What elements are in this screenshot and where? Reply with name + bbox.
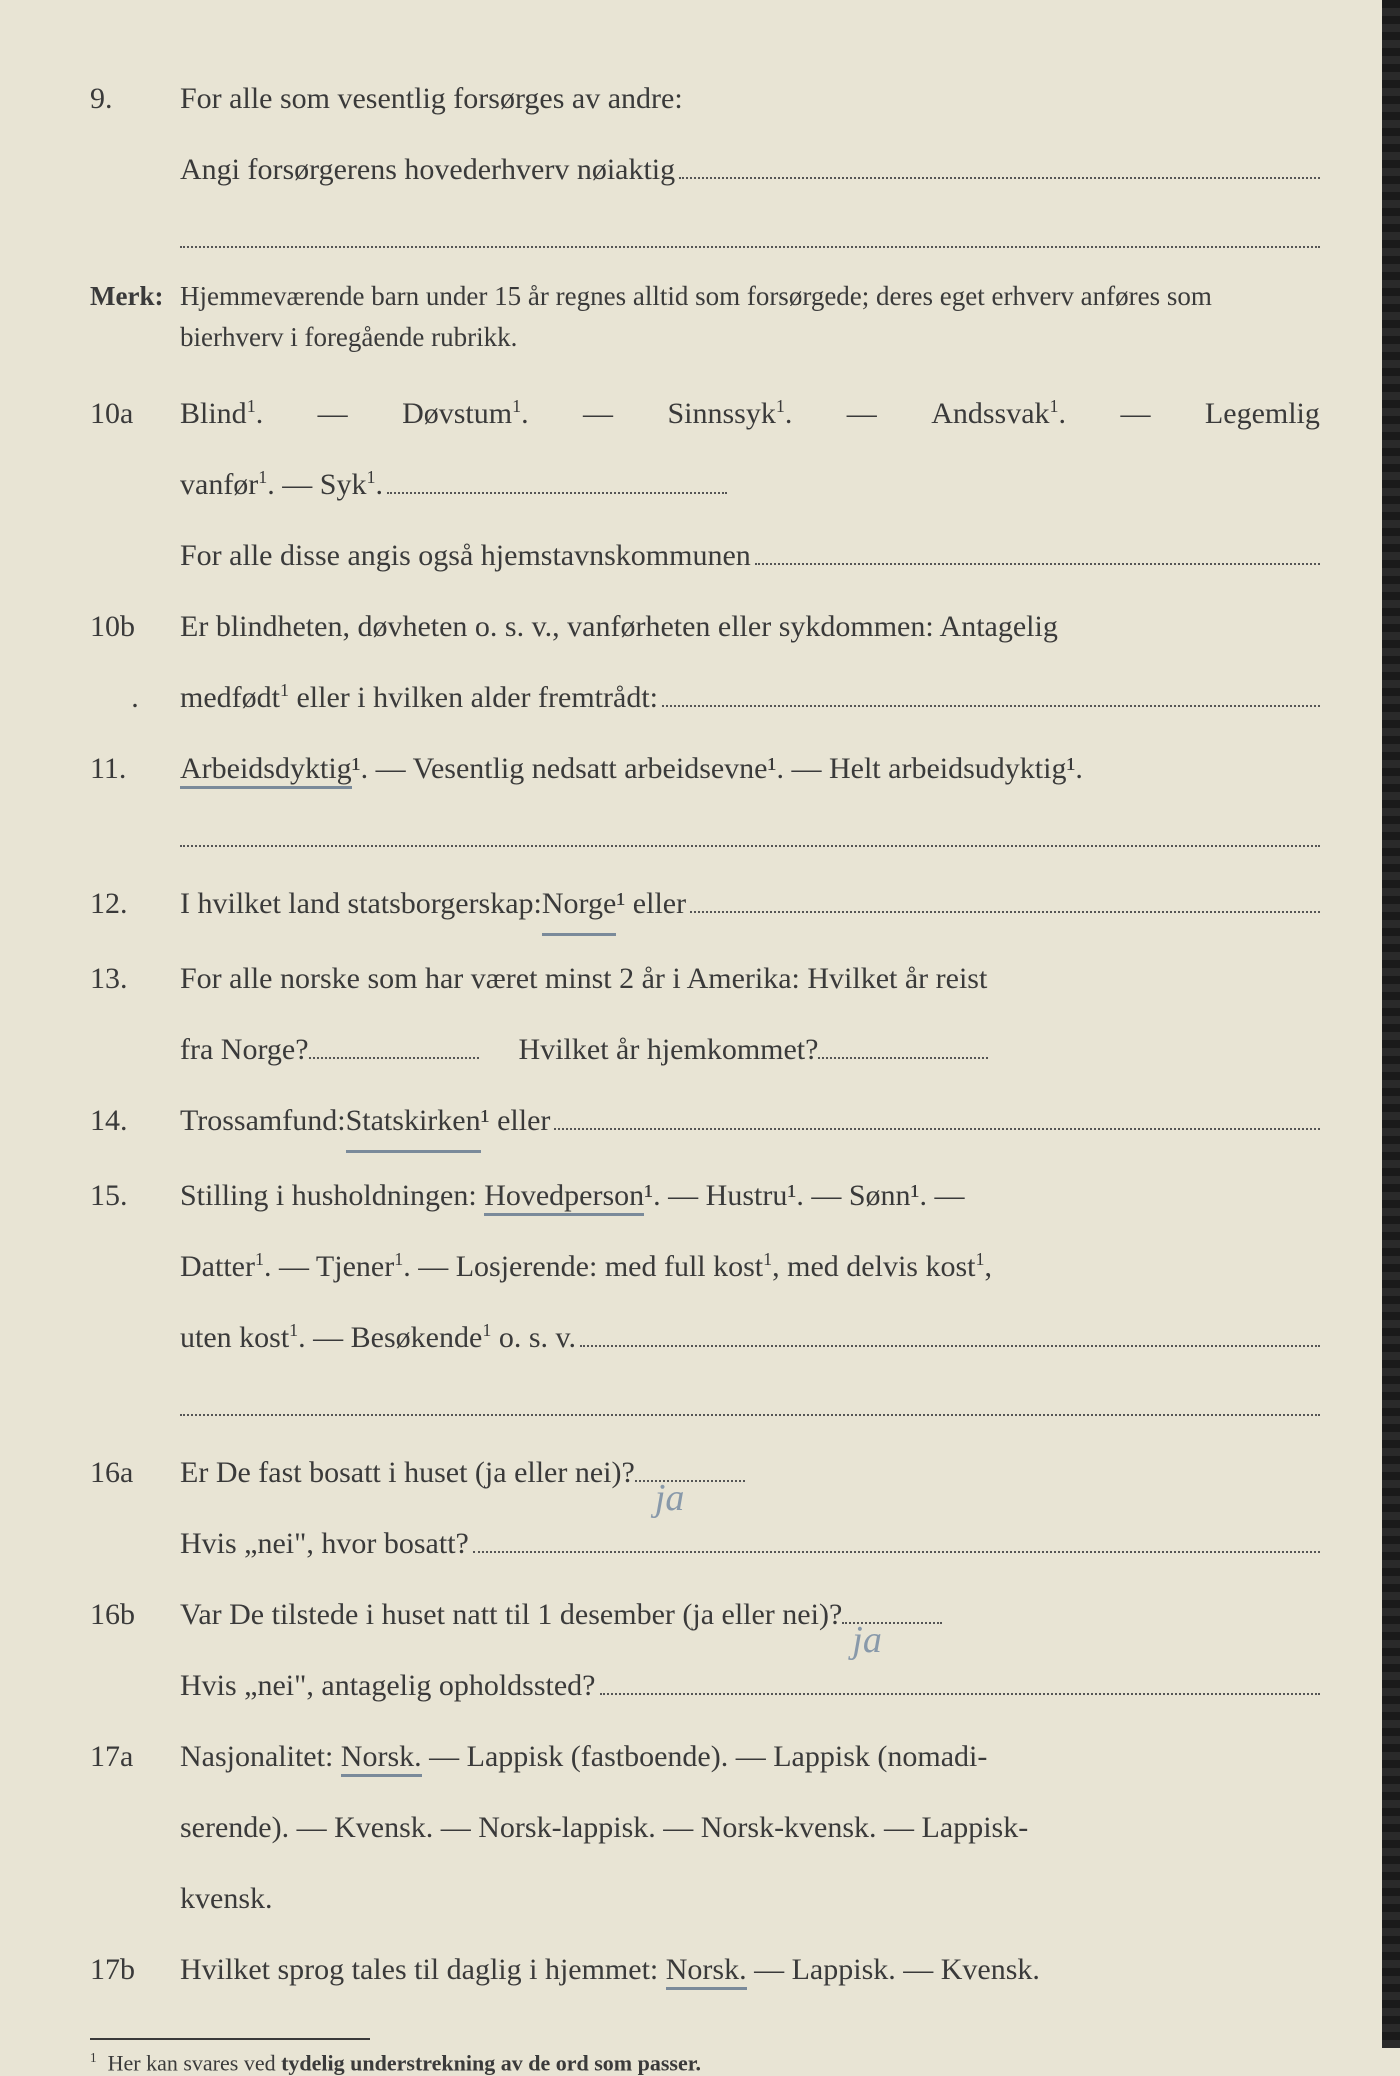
q13-text2a: fra Norge? (180, 1021, 309, 1078)
q15-text3: uten kost1. — Besøkende1 o. s. v. (180, 1309, 576, 1366)
q9-line2: Angi forsørgerens hovederhverv nøiaktig (90, 141, 1320, 198)
q9-line1: 9. For alle som vesentlig forsørges av a… (90, 70, 1320, 127)
q10a-line1: 10a Blind1.—Døvstum1.—Sinnssyk1.—Andssva… (90, 385, 1320, 442)
q16a-text2: Hvis „nei", hvor bosatt? (180, 1515, 469, 1572)
q17a-text2: serende). — Kvensk. — Norsk-lappisk. — N… (180, 1799, 1320, 1856)
q17a-underlined: Norsk. (341, 1740, 422, 1777)
q9-text2: Angi forsørgerens hovederhverv nøiaktig (180, 141, 675, 198)
q17b-line: 17b Hvilket sprog tales til daglig i hje… (90, 1941, 1320, 1998)
q14-pre: Trossamfund: (180, 1092, 346, 1149)
q10b-text1: Er blindheten, døvheten o. s. v., vanfør… (180, 598, 1320, 655)
q11-underlined: Arbeidsdyktig (180, 752, 352, 789)
q10a-blank1 (387, 492, 727, 494)
q12-blank (690, 881, 1320, 913)
q10b-text2: medfødt1 eller i hvilken alder fremtrådt… (180, 669, 658, 726)
q16b-text1: Var De tilstede i huset natt til 1 desem… (180, 1586, 842, 1643)
q17a-num: 17a (90, 1728, 180, 1785)
q16a-answer: ja (655, 1462, 685, 1534)
q12-pre: I hvilket land statsborgerskap: (180, 875, 542, 932)
q14-num: 14. (90, 1092, 180, 1149)
q13-line1: 13. For alle norske som har været minst … (90, 950, 1320, 1007)
q10b-num: 10b (90, 598, 180, 655)
q17b-underlined: Norsk. (666, 1953, 747, 1990)
q16a-num: 16a (90, 1444, 180, 1501)
q11-line: 11. Arbeidsdyktig¹. — Vesentlig nedsatt … (90, 740, 1320, 797)
q16b-answer: ja (852, 1604, 882, 1676)
q16b-blank1: ja (842, 1622, 942, 1624)
q13-num: 13. (90, 950, 180, 1007)
q9-blank-line (180, 218, 1320, 248)
q10a-text2: vanfør1. — Syk1. (180, 456, 383, 513)
q17a-line1: 17a Nasjonalitet: Norsk. — Lappisk (fast… (90, 1728, 1320, 1785)
q16b-num: 16b (90, 1586, 180, 1643)
q13-line2: fra Norge? Hvilket år hjemkommet? (90, 1021, 1320, 1078)
merk-note: Merk: Hjemmeværende barn under 15 år reg… (90, 276, 1320, 357)
q10a-text1: Blind1.—Døvstum1.—Sinnssyk1.—Andssvak1.—… (180, 385, 1320, 442)
q13-text1: For alle norske som har været minst 2 år… (180, 950, 1320, 1007)
q14-blank (554, 1098, 1320, 1130)
q10a-text3: For alle disse angis også hjemstavnskomm… (180, 527, 751, 584)
q16b-text2: Hvis „nei", antagelig opholdssted? (180, 1657, 596, 1714)
footnote: 1 Her kan svares ved tydelig understrekn… (130, 2050, 1320, 2076)
q17b-text: Hvilket sprog tales til daglig i hjemmet… (180, 1941, 1320, 1998)
q15-num: 15. (90, 1167, 180, 1224)
q17a-text3: kvensk. (180, 1870, 273, 1927)
q14-underlined: Statskirken (346, 1092, 481, 1153)
merk-label: Merk: (90, 276, 180, 357)
q10b-line2: . medfødt1 eller i hvilken alder fremtrå… (90, 669, 1320, 726)
q15-underlined: Hovedperson (484, 1179, 644, 1216)
q11-text: Arbeidsdyktig¹. — Vesentlig nedsatt arbe… (180, 740, 1320, 797)
q10a-num: 10a (90, 385, 180, 442)
q9-blank (679, 147, 1320, 179)
q9-num: 9. (90, 70, 180, 127)
q15-text1: Stilling i husholdningen: Hovedperson¹. … (180, 1167, 1320, 1224)
q16a-text1: Er De fast bosatt i huset (ja eller nei)… (180, 1444, 635, 1501)
footnote-num: 1 (90, 2050, 97, 2065)
q17a-text1: Nasjonalitet: Norsk. — Lappisk (fastboen… (180, 1728, 1320, 1785)
q15-line3: uten kost1. — Besøkende1 o. s. v. (90, 1309, 1320, 1366)
q16b-line1: 16b Var De tilstede i huset natt til 1 d… (90, 1586, 1320, 1643)
q15-blank (580, 1315, 1320, 1347)
q17a-line2: serende). — Kvensk. — Norsk-lappisk. — N… (90, 1799, 1320, 1856)
q12-num: 12. (90, 875, 180, 932)
q16a-blank1: ja (635, 1480, 745, 1482)
q10a-line2: vanfør1. — Syk1. (90, 456, 1320, 513)
q16b-line2: Hvis „nei", antagelig opholdssted? (90, 1657, 1320, 1714)
q16a-line1: 16a Er De fast bosatt i huset (ja eller … (90, 1444, 1320, 1501)
q17b-num: 17b (90, 1941, 180, 1998)
q15-blank-line (180, 1386, 1320, 1416)
q13-blank2 (818, 1057, 988, 1059)
q16a-line2: Hvis „nei", hvor bosatt? (90, 1515, 1320, 1572)
q12-post: ¹ eller (616, 875, 686, 932)
q13-blank1 (309, 1057, 479, 1059)
q10b-blank (662, 675, 1320, 707)
footnote-rule (90, 2038, 370, 2040)
q10a-line3: For alle disse angis også hjemstavnskomm… (90, 527, 1320, 584)
q12-underlined: Norge (542, 875, 616, 936)
q15-line1: 15. Stilling i husholdningen: Hovedperso… (90, 1167, 1320, 1224)
q11-blank-line (180, 817, 1320, 847)
page-edge (1382, 0, 1400, 2048)
q17a-line3: kvensk. (90, 1870, 1320, 1927)
q15-line2: Datter1. — Tjener1. — Losjerende: med fu… (90, 1238, 1320, 1295)
q15-text2: Datter1. — Tjener1. — Losjerende: med fu… (180, 1238, 1320, 1295)
q10b-line1: 10b Er blindheten, døvheten o. s. v., va… (90, 598, 1320, 655)
q11-num: 11. (90, 740, 180, 797)
q16b-blank2 (600, 1663, 1321, 1695)
q14-line: 14. Trossamfund: Statskirken ¹ eller (90, 1092, 1320, 1153)
q14-post: ¹ eller (481, 1092, 551, 1149)
q10a-blank2 (755, 533, 1320, 565)
q12-line: 12. I hvilket land statsborgerskap: Norg… (90, 875, 1320, 936)
merk-text: Hjemmeværende barn under 15 år regnes al… (180, 276, 1320, 357)
q13-text2b: Hvilket år hjemkommet? (519, 1021, 819, 1078)
q9-text1: For alle som vesentlig forsørges av andr… (180, 70, 1320, 127)
q16a-blank2 (473, 1521, 1320, 1553)
